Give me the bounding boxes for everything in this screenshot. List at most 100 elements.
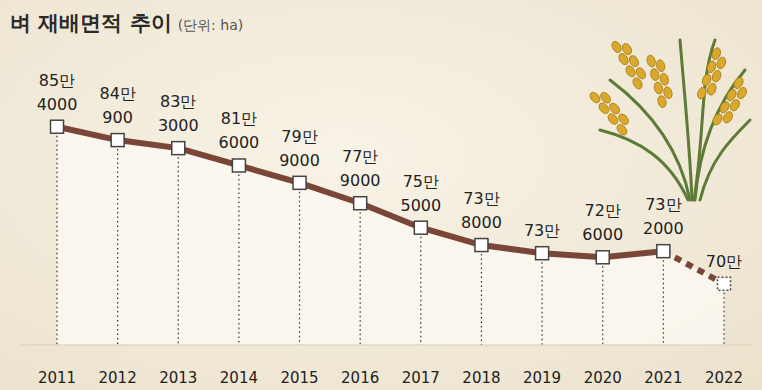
drop-line [117, 140, 118, 345]
drop-line [56, 127, 57, 345]
x-tick-label: 2016 [341, 369, 379, 387]
subtitle: (단위: ha) [178, 17, 244, 33]
data-label-line: 73만 [645, 195, 681, 214]
marker [232, 159, 245, 172]
grain [716, 56, 728, 70]
axis-line [20, 345, 752, 346]
x-tick-label: 2011 [38, 369, 76, 387]
data-label-line: 4000 [37, 95, 78, 114]
data-label-line: 6000 [582, 225, 623, 244]
data-label-line: 83만 [160, 92, 196, 111]
drop-line [178, 148, 179, 345]
grain [722, 110, 735, 124]
x-tick-label: 2012 [99, 369, 137, 387]
x-tick-label: 2022 [705, 369, 743, 387]
marker [536, 247, 549, 260]
grain [706, 82, 718, 96]
grain [624, 64, 637, 78]
chart: 벼 재배면적 추이(단위: ha)85만400084만90083만300081만… [0, 0, 762, 390]
data-label-line: 3000 [158, 116, 199, 135]
data-label-line: 85만 [39, 71, 75, 90]
data-label-line: 70만 [706, 252, 742, 271]
marker [657, 245, 670, 258]
data-label: 79만9000 [279, 127, 320, 170]
x-tick-label: 2021 [644, 369, 682, 387]
grain [653, 81, 664, 95]
data-label: 73만 2000 [643, 195, 684, 238]
rice-illustration [588, 36, 752, 200]
grain [649, 68, 660, 82]
marker [414, 221, 427, 234]
leaf [700, 120, 750, 200]
grain [597, 101, 611, 115]
marker [354, 197, 367, 210]
data-label: 73만8000 [461, 189, 502, 232]
marker [293, 176, 306, 189]
marker [172, 142, 185, 155]
data-label: 85만 4000 [37, 71, 78, 114]
grain [617, 52, 630, 66]
grain-head [696, 47, 730, 103]
x-tick-label: 2019 [523, 369, 561, 387]
data-label: 73만 [524, 221, 560, 240]
grain [610, 40, 623, 54]
drop-line [723, 284, 724, 345]
grain [657, 95, 668, 109]
leaf [680, 40, 692, 200]
data-label-line: 77만 [342, 147, 378, 166]
grain [711, 112, 724, 126]
drop-line [299, 183, 300, 345]
series-line [57, 127, 663, 258]
data-label-line: 81만 [221, 109, 257, 128]
drop-line [420, 228, 421, 345]
data-label-line: 73만 [524, 221, 560, 240]
grain-head [711, 76, 752, 131]
data-label: 72만 6000 [582, 201, 623, 244]
grain [736, 86, 749, 100]
drop-line [481, 245, 482, 345]
drop-line [238, 165, 239, 345]
x-tick-label: 2014 [220, 369, 258, 387]
x-tick-label: 2015 [280, 369, 318, 387]
marker [51, 120, 64, 133]
grain-head [588, 85, 635, 137]
data-label-line: 5000 [400, 196, 441, 215]
drop-line [602, 257, 603, 345]
marker [718, 277, 731, 290]
grain [615, 123, 629, 137]
data-label: 77만9000 [340, 147, 381, 190]
x-tick-label: 2018 [462, 369, 500, 387]
leaf [600, 130, 688, 200]
grain-head [610, 36, 651, 91]
grain [729, 98, 742, 112]
data-label-line: 73만 [463, 189, 499, 208]
grain [711, 69, 723, 83]
data-label-line: 2000 [643, 219, 684, 238]
drop-line [663, 251, 664, 345]
grain-head [646, 52, 675, 108]
area-fill [57, 127, 724, 345]
plot-area [51, 120, 731, 345]
x-tick-label: 2020 [584, 369, 622, 387]
data-label-line: 900 [102, 108, 133, 127]
grain [631, 76, 644, 90]
data-label-line: 6000 [219, 133, 260, 152]
marker [111, 134, 124, 147]
marker [475, 239, 488, 252]
grain [646, 54, 657, 68]
data-label: 81만 6000 [219, 109, 260, 152]
drop-line [360, 203, 361, 345]
drop-line [541, 253, 542, 345]
grain [696, 86, 708, 100]
data-label: 75만 5000 [400, 172, 441, 215]
grain [599, 91, 613, 105]
data-label-line: 79만 [281, 127, 317, 146]
x-tick-label: 2017 [402, 369, 440, 387]
grain [606, 112, 620, 126]
title: 벼 재배면적 추이 [10, 11, 172, 35]
data-label-line: 72만 [585, 201, 621, 220]
data-label-line: 75만 [403, 172, 439, 191]
data-label-line: 84만 [99, 84, 135, 103]
background [0, 0, 762, 390]
data-label: 84만900 [99, 84, 135, 127]
